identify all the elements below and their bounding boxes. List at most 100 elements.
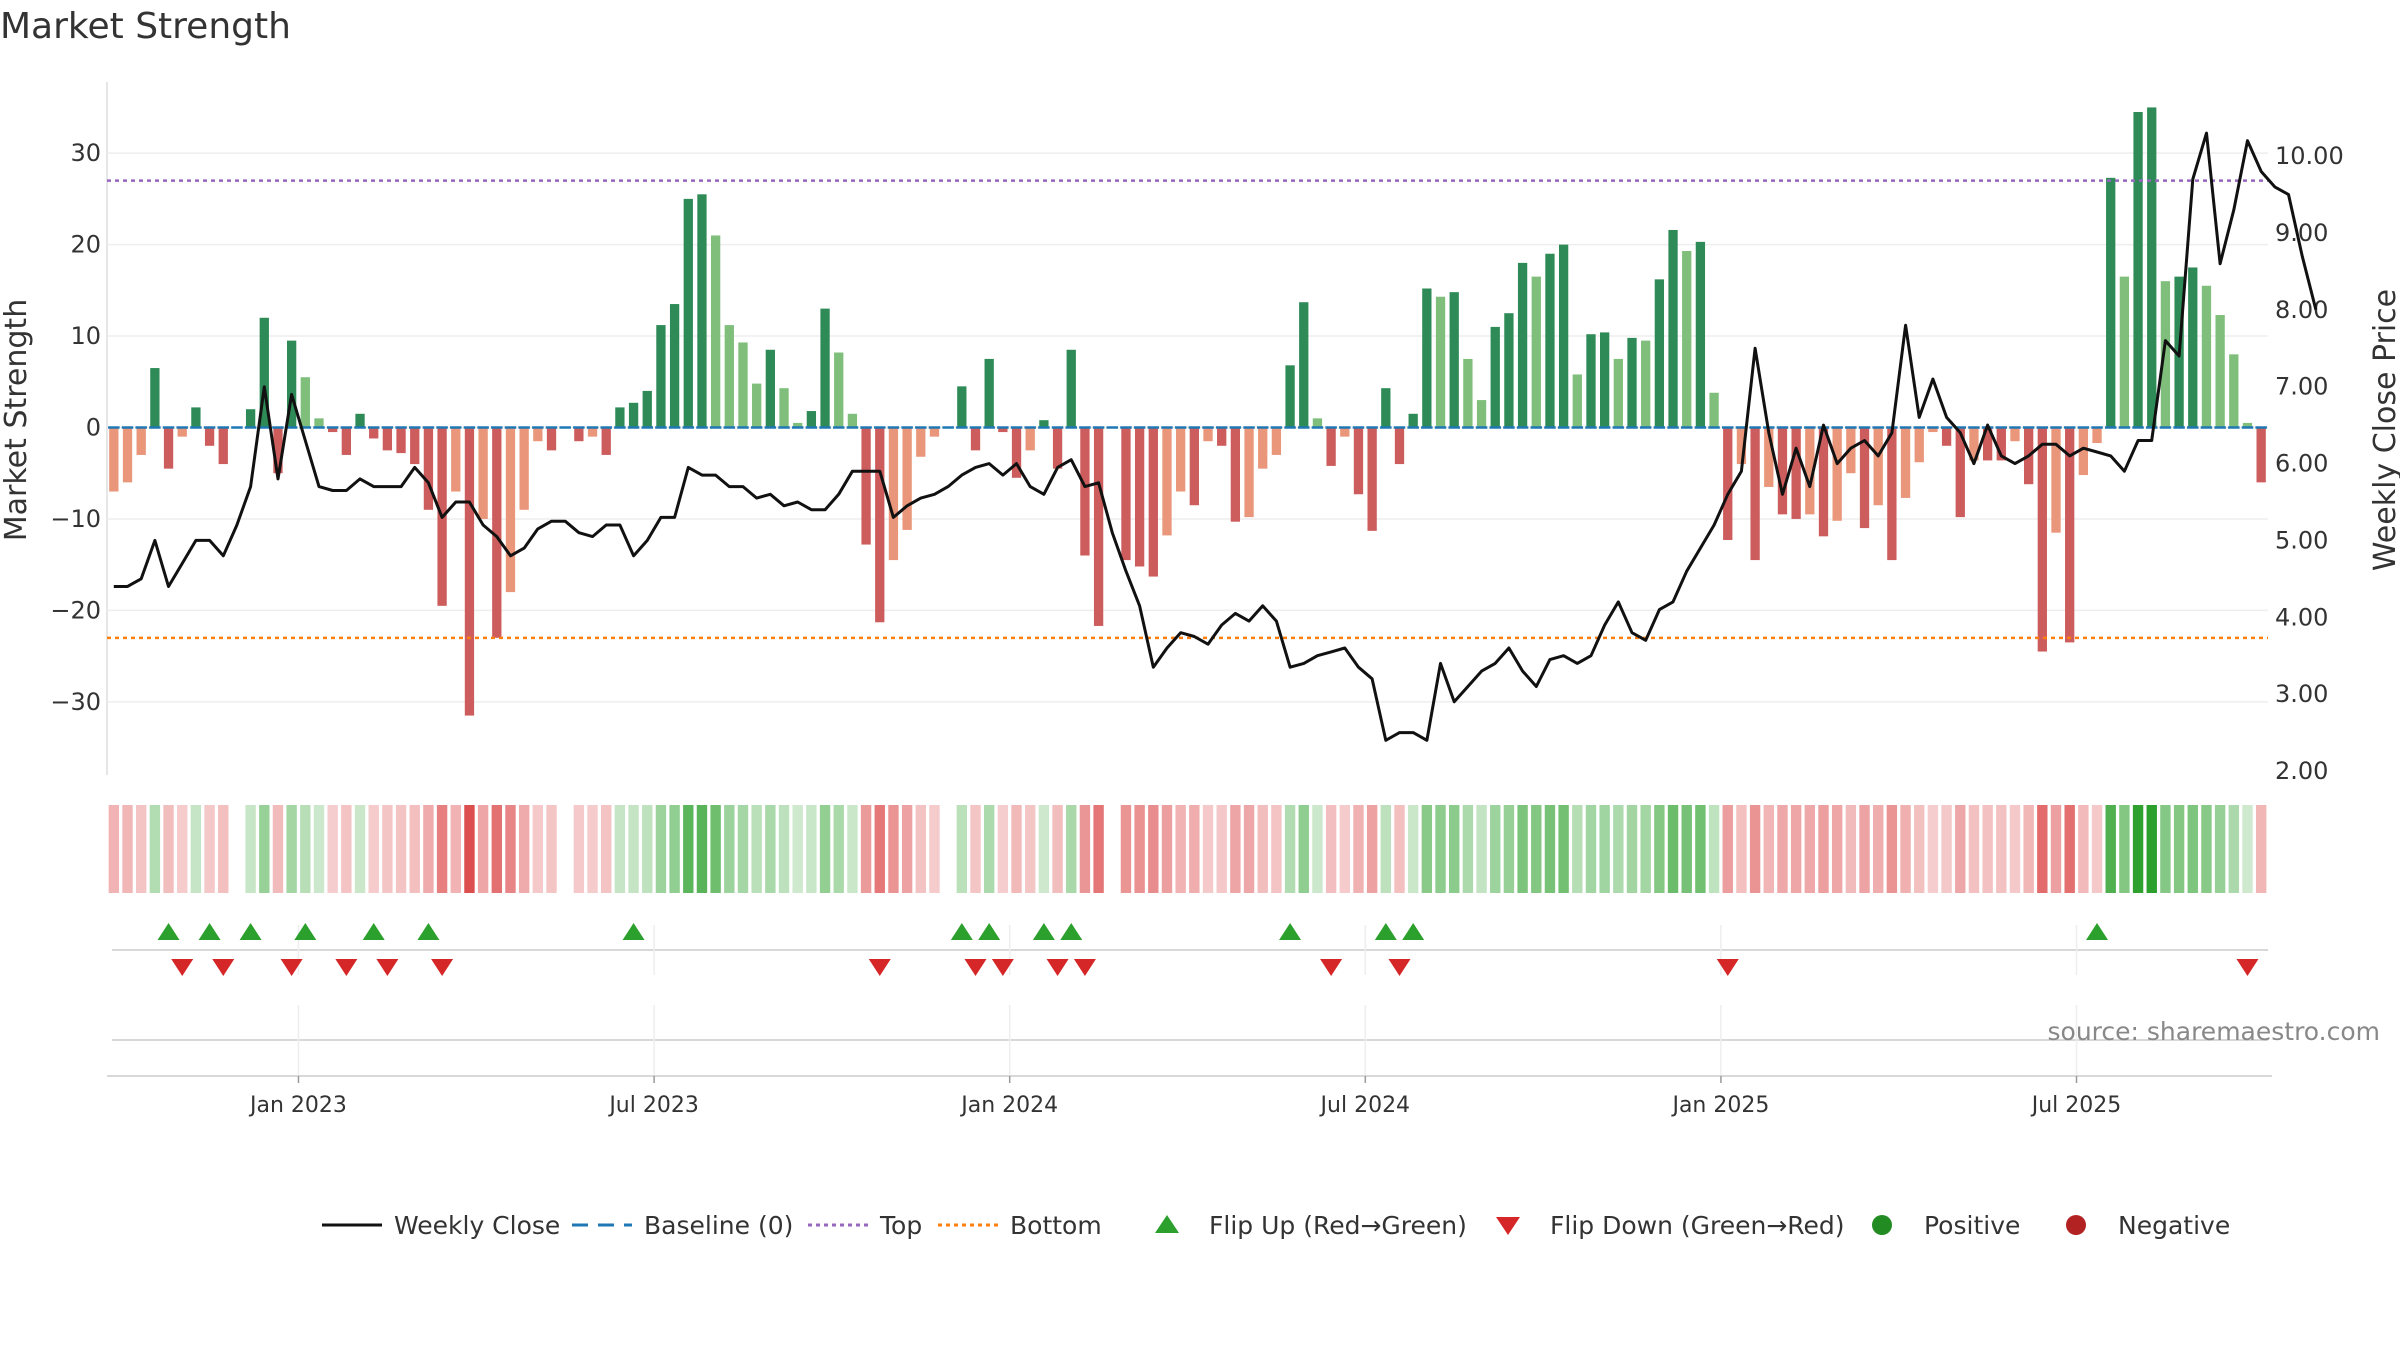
strength-bar-negative	[1340, 427, 1350, 437]
flip-up-marker	[1402, 923, 1425, 940]
strength-bar-negative	[1271, 427, 1282, 455]
heat-cell	[1941, 805, 1952, 893]
strength-bar-negative	[1873, 427, 1883, 506]
strength-bar-positive	[820, 308, 830, 428]
strength-bar-positive	[1381, 388, 1391, 428]
strength-bar-negative	[2065, 427, 2075, 643]
strength-bar-negative	[1134, 427, 1145, 567]
strength-bar-negative	[2037, 427, 2047, 652]
flip-down-marker	[2236, 959, 2259, 976]
heat-cell	[1052, 805, 1063, 893]
flip-up-marker	[157, 923, 180, 940]
strength-bar-negative	[1955, 427, 1965, 518]
heat-cell	[901, 805, 913, 893]
strength-bar-positive	[150, 368, 160, 428]
heat-cell	[286, 805, 297, 893]
heat-cell	[1955, 805, 1966, 893]
strength-bar-negative	[505, 427, 516, 593]
heat-cell	[1325, 805, 1337, 893]
flip-down-marker	[171, 959, 194, 976]
strength-bar-positive	[191, 407, 201, 428]
heat-cell	[765, 805, 776, 893]
heat-cell	[710, 805, 721, 893]
heat-cell	[2064, 805, 2075, 893]
strength-bar-negative	[423, 427, 434, 510]
legend-label: Positive	[1924, 1211, 2020, 1240]
heat-cell	[1243, 805, 1255, 893]
strength-bar-positive	[2201, 285, 2212, 428]
flip-down-marker	[280, 959, 303, 976]
heat-cell	[1134, 805, 1145, 893]
strength-bar-negative	[1777, 427, 1788, 515]
legend-label: Bottom	[1010, 1211, 1102, 1240]
heat-cell	[272, 805, 284, 893]
heat-cell	[204, 805, 215, 893]
legend-item: Weekly Close	[322, 1211, 560, 1240]
strength-bar-negative	[875, 427, 885, 623]
heat-cell	[1503, 805, 1515, 893]
heat-cell	[1873, 805, 1884, 893]
strength-bar-negative	[2256, 427, 2266, 483]
heat-cell	[970, 805, 981, 893]
strength-bar-negative	[328, 427, 338, 433]
strength-bar-negative	[1969, 427, 1979, 461]
strength-bar-positive	[1312, 418, 1323, 428]
heat-cell	[464, 805, 475, 893]
strength-bar-positive	[738, 342, 748, 428]
right-tick-label: 7.00	[2275, 373, 2328, 401]
legend-label: Weekly Close	[394, 1211, 560, 1240]
heat-cell	[724, 805, 735, 893]
strength-bar-negative	[1750, 427, 1760, 561]
heat-cell	[1353, 805, 1364, 893]
legend-item: Positive	[1872, 1211, 2020, 1240]
heat-cell	[1476, 805, 1487, 893]
heat-cell	[1859, 805, 1870, 893]
strength-bar-positive	[300, 377, 310, 428]
strength-bar-positive	[1695, 241, 1706, 428]
heat-cell	[601, 805, 612, 893]
left-tick-label: −20	[50, 596, 101, 624]
heat-cell	[983, 805, 995, 893]
strength-bar-positive	[1449, 292, 1459, 428]
heat-cell	[1804, 805, 1816, 893]
heat-cell	[1394, 805, 1405, 893]
heat-cell	[2050, 805, 2062, 893]
x-tick-label: Jan 2025	[1670, 1093, 1769, 1118]
strength-bar-negative	[601, 427, 611, 455]
strength-bar-positive	[765, 349, 775, 428]
heat-cell	[395, 805, 407, 893]
heat-cell	[1216, 805, 1227, 893]
flip-down-marker	[991, 959, 1014, 976]
heat-cell	[2242, 805, 2253, 893]
strength-bar-positive	[2119, 276, 2130, 428]
heat-cell	[2091, 805, 2103, 893]
strength-bar-negative	[1203, 427, 1213, 442]
right-tick-label: 3.00	[2275, 680, 2328, 708]
empty-panel	[112, 1005, 2268, 1075]
heat-cell	[2037, 805, 2048, 893]
strength-bar-positive	[1572, 374, 1582, 428]
left-tick-label: 0	[86, 414, 101, 442]
heat-cell	[1407, 805, 1419, 893]
heat-cell	[1066, 805, 1077, 893]
flip-down-marker	[335, 959, 358, 976]
heat-cell	[2078, 805, 2089, 893]
heat-cell	[888, 805, 899, 893]
flip-up-marker	[950, 923, 973, 940]
heat-cell	[1093, 805, 1104, 893]
strength-bar-positive	[1039, 420, 1049, 428]
right-tick-label: 2.00	[2275, 757, 2328, 785]
strength-bar-negative	[1080, 427, 1090, 556]
strength-bar-positive	[1408, 413, 1418, 428]
strength-bar-positive	[1709, 392, 1719, 428]
heat-cell	[1230, 805, 1241, 893]
heat-cell	[1585, 805, 1597, 893]
x-tick-label: Jan 2023	[248, 1093, 347, 1118]
heat-cell	[1490, 805, 1501, 893]
heat-cell	[149, 805, 161, 893]
heat-cell	[450, 805, 461, 893]
heat-cell	[1284, 805, 1296, 893]
flip-up-marker	[198, 923, 221, 940]
strength-bar-positive	[957, 386, 967, 428]
